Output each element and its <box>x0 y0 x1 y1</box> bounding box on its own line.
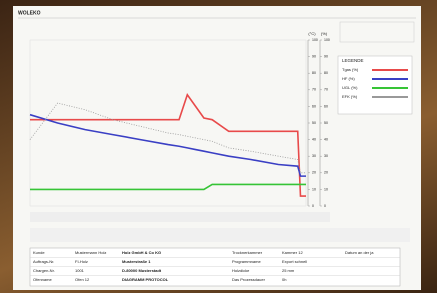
y-tick-label: 30 <box>324 154 328 158</box>
paper <box>13 6 421 290</box>
y-tick-label: 100 <box>324 38 330 42</box>
table-cell: Export schnell <box>282 259 307 264</box>
table-cell: Auftrags-Nr. <box>33 259 54 264</box>
legend-title: LEGENDE <box>342 58 364 63</box>
y-tick-label: 0 <box>312 204 314 208</box>
legend-label: EFK (%) <box>342 94 358 99</box>
y-tick-label: 80 <box>324 71 328 75</box>
table-cell: Chargen-Nr. <box>33 268 55 273</box>
y-tick-label: 40 <box>312 138 316 142</box>
table-cell: D-80000 Musterstadt <box>122 268 162 273</box>
table-cell: Kunde <box>33 250 45 255</box>
header-title: WOLEKO <box>18 10 41 16</box>
table-cell: Ofenname <box>33 277 52 282</box>
table-cell: Trocknerkammer <box>232 250 263 255</box>
y-tick-label: 100 <box>312 38 318 42</box>
axis-unit: (°C) <box>308 31 316 36</box>
table-cell: Programmname <box>232 259 261 264</box>
legend-label: HF (%) <box>342 76 355 81</box>
y-tick-label: 20 <box>324 171 328 175</box>
table-cell: 25 mm <box>282 268 295 273</box>
page: WOLEKO LEGENDE (°C) (%) 0 10 20 30 40 50 60 70 80 9… <box>0 0 437 293</box>
table-cell: 0h <box>282 277 286 282</box>
y-tick-label: 30 <box>312 154 316 158</box>
table-cell: Holz GmbH & Co KG <box>122 250 161 255</box>
y-tick-label: 60 <box>312 104 316 108</box>
y-tick-label: 50 <box>312 121 316 125</box>
date-row <box>30 228 410 242</box>
y-tick-label: 70 <box>324 88 328 92</box>
table-cell: Mustermann Holz <box>75 250 106 255</box>
y-tick-label: 20 <box>312 171 316 175</box>
timeline-band <box>30 212 330 222</box>
y-tick-label: 70 <box>312 88 316 92</box>
y-tick-label: 50 <box>324 121 328 125</box>
table-cell: Holzdicke <box>232 268 250 273</box>
legend-label: UGL (%) <box>342 85 358 90</box>
table-side: Datum an der ja <box>345 250 374 255</box>
table-cell: Musterstraße 1 <box>122 259 151 264</box>
table-cell: Ofen 12 <box>75 277 90 282</box>
y-tick-label: 0 <box>324 204 326 208</box>
table-cell: Das Prozessdauer <box>232 277 266 282</box>
table-cell: Kammer 12 <box>282 250 303 255</box>
legend-label: Tgas (%) <box>342 67 359 72</box>
y-tick-label: 60 <box>324 104 328 108</box>
y-tick-label: 10 <box>324 187 328 191</box>
table-cell: DIAGRAMM PROTOCOL <box>122 277 169 282</box>
y-tick-label: 80 <box>312 71 316 75</box>
y-tick-label: 40 <box>324 138 328 142</box>
table-cell: FI-Holz <box>75 259 88 264</box>
axis-unit: (%) <box>321 31 328 36</box>
y-tick-label: 10 <box>312 187 316 191</box>
y-tick-label: 90 <box>312 55 316 59</box>
table-cell: 1001 <box>75 268 85 273</box>
y-tick-label: 90 <box>324 55 328 59</box>
